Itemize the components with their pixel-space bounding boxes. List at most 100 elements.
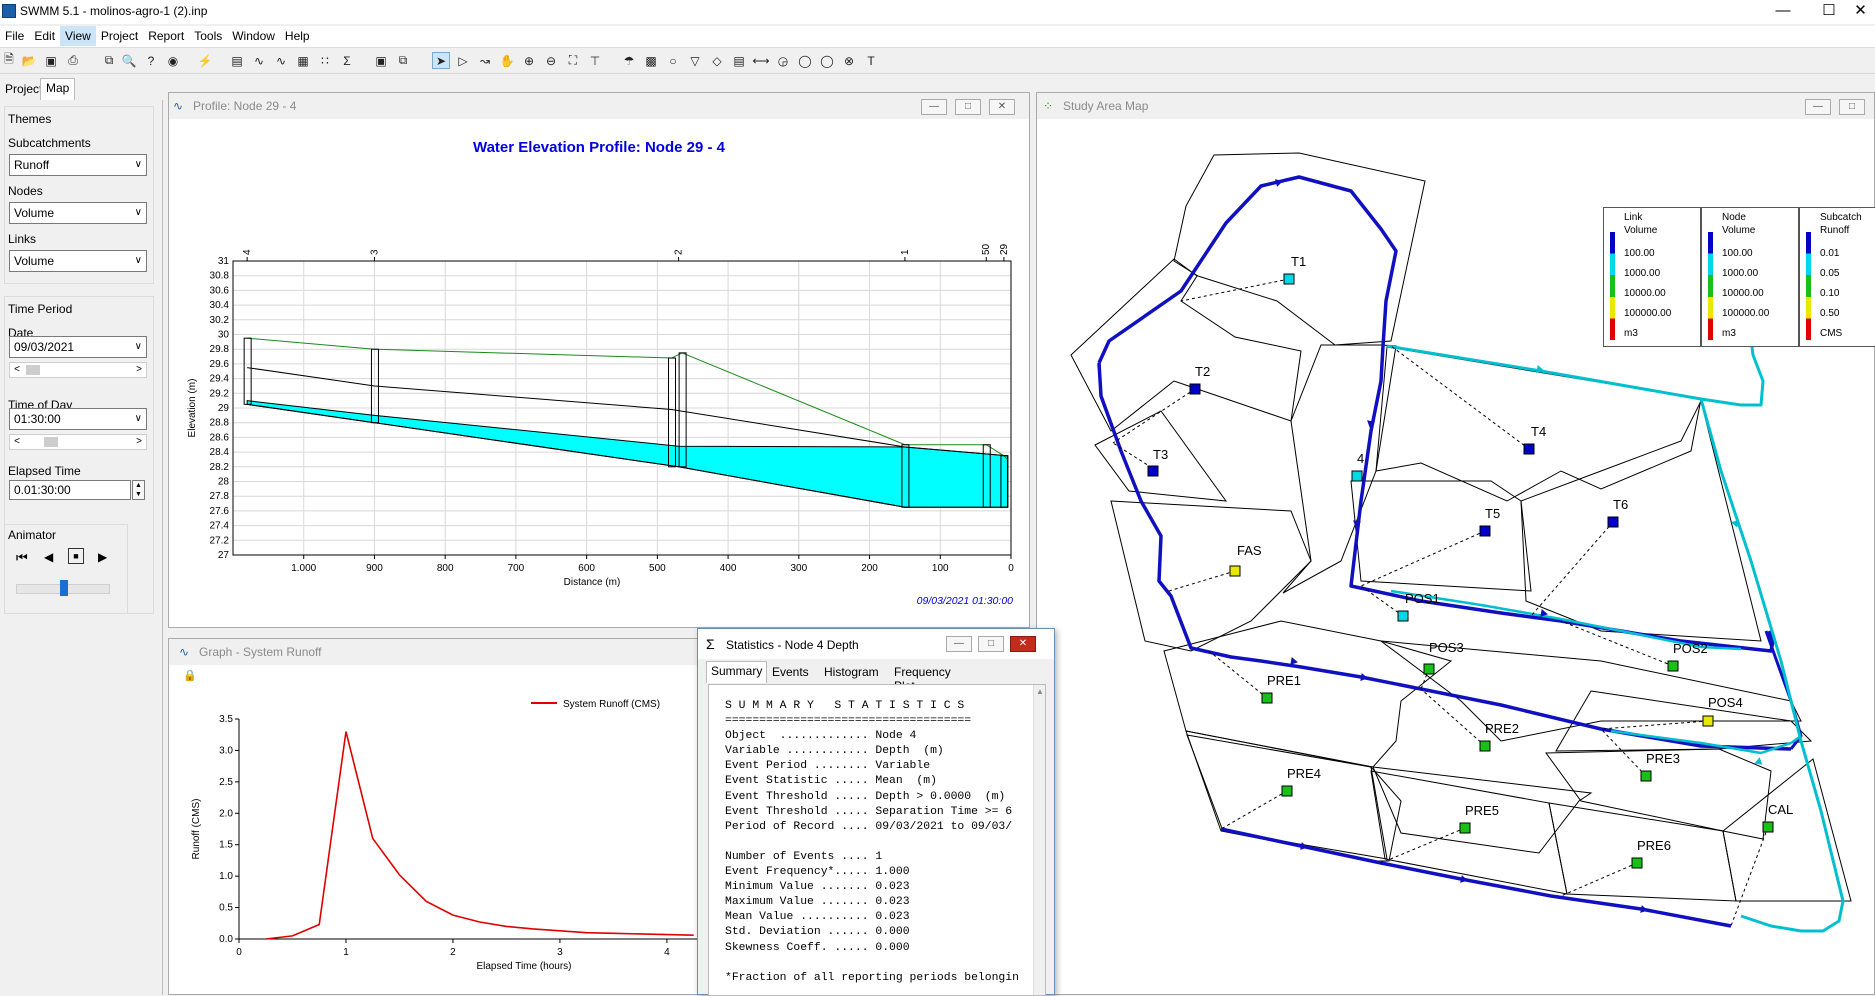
select-object-icon[interactable]: ➤ <box>432 52 450 69</box>
node-label: 3 <box>369 249 380 255</box>
study-area-map[interactable]: T1 T2 T3 T4 T5 T6 FAS 4 POS1 POS2 POS3 POS4 PRE1 PRE2… <box>1037 119 1874 994</box>
menu-report[interactable]: Report <box>148 29 185 43</box>
run-icon[interactable]: ⚡ <box>197 53 213 68</box>
tab-map[interactable]: Map <box>40 78 76 100</box>
node-theme-select[interactable]: Volume ∨ <box>9 202 147 224</box>
measure-icon[interactable]: ⊤ <box>589 53 601 68</box>
close-button[interactable]: ✕ <box>1854 2 1867 19</box>
maximize-button[interactable]: □ <box>978 636 1004 652</box>
tab-project[interactable]: Project <box>5 82 43 96</box>
subcatchment-theme-select[interactable]: Runoff ∨ <box>9 154 147 176</box>
report-icon[interactable]: ▤ <box>231 53 243 68</box>
menu-tools[interactable]: Tools <box>194 29 223 43</box>
legend-value: 100000.00 <box>1722 308 1770 319</box>
date-slider-thumb[interactable] <box>26 365 40 375</box>
chevron-right-icon[interactable]: > <box>136 436 142 447</box>
play-forward-icon[interactable]: ▶ <box>98 550 108 564</box>
select-vertex-icon[interactable]: ▷ <box>458 53 468 68</box>
select-region-icon[interactable]: ↝ <box>479 53 491 68</box>
new-icon[interactable]: 🗎 <box>4 52 14 66</box>
subcatchment-node <box>1523 443 1535 455</box>
legend-title: Link <box>1624 212 1643 223</box>
rewind-icon[interactable]: ⏮ <box>16 550 28 565</box>
menu-file[interactable]: File <box>5 29 25 43</box>
chevron-left-icon[interactable]: < <box>14 364 20 375</box>
menu-edit[interactable]: Edit <box>34 29 56 43</box>
menu-view[interactable]: View <box>60 26 96 46</box>
conduit-icon[interactable]: ⟷ <box>752 53 770 68</box>
print-icon[interactable]: ⎙ <box>68 53 78 67</box>
arrange-icon[interactable]: ⧉ <box>398 53 408 67</box>
globe-icon[interactable]: ◉ <box>167 53 179 68</box>
link-theme-select[interactable]: Volume ∨ <box>9 250 147 272</box>
menu-window[interactable]: Window <box>232 29 275 43</box>
table-icon[interactable]: ▦ <box>297 53 309 68</box>
time-series-icon[interactable]: ∿ <box>275 53 287 68</box>
tab-events[interactable]: Events <box>772 665 809 679</box>
copy-icon[interactable]: ⧉ <box>104 53 114 67</box>
storage-icon[interactable]: ▤ <box>733 53 745 68</box>
legend-unit: CMS <box>1820 328 1843 339</box>
chevron-right-icon[interactable]: > <box>136 364 142 375</box>
y-tick-label: 0.0 <box>219 934 233 945</box>
zoom-in-icon[interactable]: ⊕ <box>523 53 535 68</box>
divider-icon[interactable]: ◇ <box>712 53 722 68</box>
node-volume-legend[interactable]: Node Volume 100.00 1000.00 10000.00 1000… <box>1701 207 1799 347</box>
maximize-button[interactable]: ☐ <box>1822 2 1836 19</box>
runoff-series-line <box>265 731 694 940</box>
find-icon[interactable]: 🔍 <box>121 53 137 68</box>
maximize-button[interactable]: □ <box>955 99 981 115</box>
elapsed-time-spinner[interactable]: ▲ ▼ <box>132 480 145 500</box>
maximize-button[interactable]: □ <box>1839 99 1865 115</box>
rain-gage-icon[interactable]: ☂ <box>623 53 635 68</box>
chevron-left-icon[interactable]: < <box>14 436 20 447</box>
tab-summary[interactable]: Summary <box>706 661 768 683</box>
map-label: T3 <box>1153 447 1168 462</box>
minimize-button[interactable]: — <box>1805 99 1831 115</box>
pump-icon[interactable]: ◶ <box>777 53 789 68</box>
time-slider-thumb[interactable] <box>44 437 58 447</box>
date-slider[interactable]: < > <box>9 362 147 378</box>
play-back-icon[interactable]: ◀ <box>44 550 54 564</box>
tab-frequency-plot[interactable]: Frequency Plot <box>894 665 951 693</box>
speed-slider-thumb[interactable] <box>60 580 68 596</box>
text-label-icon[interactable]: T <box>867 53 875 68</box>
outfall-icon[interactable]: ▽ <box>690 53 700 68</box>
outlet-connector <box>1600 728 1647 777</box>
statistics-icon[interactable]: Σ <box>343 53 351 68</box>
close-button[interactable]: ✕ <box>1010 636 1036 652</box>
menu-project[interactable]: Project <box>100 29 139 43</box>
query-icon[interactable]: ? <box>147 53 155 68</box>
chevron-up-icon[interactable]: ▲ <box>1036 687 1044 696</box>
minimize-button[interactable]: — <box>1775 2 1791 19</box>
map-label: T2 <box>1195 364 1210 379</box>
elapsed-time-field[interactable]: 0.01:30:00 <box>9 480 131 500</box>
orifice-icon[interactable]: ◯ <box>798 53 812 68</box>
open-icon[interactable]: 📂 <box>21 53 37 68</box>
date-select[interactable]: 09/03/2021 ∨ <box>9 336 147 358</box>
vertical-scrollbar[interactable]: ▲ <box>1033 685 1045 995</box>
scatter-icon[interactable]: ∷ <box>321 53 329 68</box>
weir-icon[interactable]: ◯ <box>820 53 834 68</box>
subcatch-runoff-legend[interactable]: Subcatch Runoff 0.01 0.05 0.10 0.50 CMS <box>1799 207 1875 347</box>
y-tick-label: 29 <box>218 403 230 414</box>
stop-icon[interactable]: ■ <box>68 548 84 564</box>
subcatchment-icon[interactable]: ▩ <box>645 53 657 68</box>
outlet-icon[interactable]: ⊗ <box>843 53 855 68</box>
minimize-button[interactable]: — <box>921 99 947 115</box>
pan-icon[interactable]: ✋ <box>499 53 515 68</box>
lock-icon[interactable]: 🔒 <box>183 670 197 682</box>
tab-histogram[interactable]: Histogram <box>824 665 879 679</box>
close-button[interactable]: ✕ <box>989 99 1015 115</box>
options-icon[interactable]: ▣ <box>375 53 387 68</box>
full-extent-icon[interactable]: ⛶ <box>568 53 578 67</box>
time-of-day-slider[interactable]: < > <box>9 434 147 450</box>
profile-plot-icon[interactable]: ∿ <box>253 53 265 68</box>
save-icon[interactable]: ▣ <box>45 53 57 68</box>
link-volume-legend[interactable]: Link Volume 100.00 1000.00 10000.00 1000… <box>1603 207 1701 347</box>
time-of-day-select[interactable]: 01:30:00 ∨ <box>9 408 147 430</box>
minimize-button[interactable]: — <box>946 636 972 652</box>
menu-help[interactable]: Help <box>284 29 310 43</box>
junction-icon[interactable]: ○ <box>669 53 677 68</box>
zoom-out-icon[interactable]: ⊖ <box>545 53 557 68</box>
